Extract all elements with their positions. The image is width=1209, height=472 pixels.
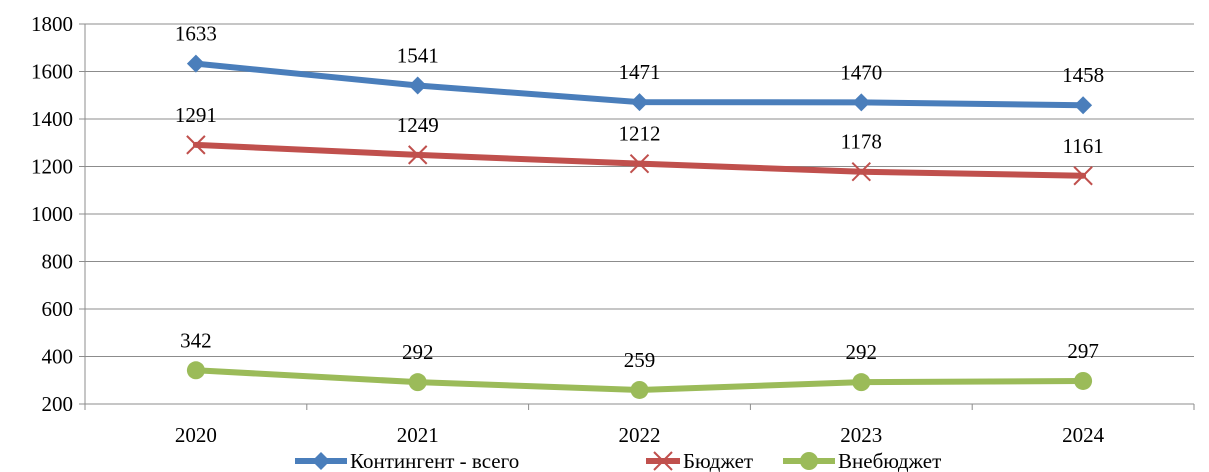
y-tick-label: 1400: [31, 107, 73, 131]
marker-circle: [630, 380, 649, 399]
marker-x-stroke: [629, 153, 650, 174]
y-tick-label: 1800: [31, 12, 73, 36]
series-group: [186, 54, 1093, 399]
data-label: 1633: [175, 22, 217, 46]
marker-x-stroke: [407, 145, 428, 165]
marker-x: [851, 162, 872, 182]
legend-label: Внебюджет: [838, 449, 941, 472]
y-axis-ticks: 200 400 600 800 1000 1200 1400 1600 1800: [31, 12, 73, 416]
data-labels: 1633 1541 1471 1470 1458 1291 1249 1212 1178 1161…: [175, 22, 1104, 372]
axes: [79, 23, 1195, 410]
data-label: 297: [1067, 339, 1099, 363]
marker-x: [1073, 166, 1093, 186]
x-tick-label: 2020: [175, 423, 217, 447]
marker-x-stroke: [1073, 166, 1093, 186]
data-label: 292: [846, 340, 878, 364]
legend: Контингент - всего Бюджет Внебюджет: [295, 449, 941, 472]
data-label: 1458: [1062, 63, 1104, 87]
y-tick-label: 600: [42, 297, 74, 321]
data-label: 1291: [175, 103, 217, 127]
y-tick-label: 800: [42, 250, 74, 274]
legend-item: Контингент - всего: [295, 449, 519, 472]
marker-x: [653, 451, 673, 471]
x-axis-ticks: 2020 2021 2022 2023 2024: [175, 423, 1105, 447]
legend-item: Бюджет: [646, 449, 753, 472]
y-tick-label: 200: [42, 392, 74, 416]
y-tick-label: 1600: [31, 60, 73, 84]
x-tick-label: 2021: [397, 423, 439, 447]
x-tick-label: 2024: [1062, 423, 1105, 447]
marker-x-stroke: [851, 162, 872, 182]
marker-circle: [800, 452, 818, 470]
marker-x: [629, 153, 650, 174]
x-tick-label: 2023: [840, 423, 882, 447]
marker-x: [186, 135, 206, 155]
data-label: 1541: [397, 44, 439, 68]
marker-diamond: [312, 452, 330, 470]
marker-diamond: [408, 76, 427, 95]
marker-diamond: [1074, 96, 1093, 115]
legend-label: Бюджет: [683, 449, 753, 472]
marker-circle: [1074, 371, 1093, 390]
data-label: 259: [624, 348, 656, 372]
data-label: 1470: [840, 60, 882, 84]
x-tick-label: 2022: [619, 423, 661, 447]
data-label: 1471: [619, 60, 661, 84]
legend-label: Контингент - всего: [350, 449, 519, 472]
data-label: 1161: [1062, 134, 1103, 158]
data-label: 342: [180, 328, 212, 352]
marker-diamond: [630, 93, 649, 112]
y-tick-label: 400: [42, 345, 74, 369]
marker-diamond: [852, 93, 871, 112]
marker-circle: [186, 361, 205, 380]
marker-diamond: [186, 54, 205, 73]
y-tick-label: 1200: [31, 155, 73, 179]
marker-circle: [852, 373, 871, 392]
marker-circle: [408, 373, 427, 392]
y-tick-label: 1000: [31, 202, 73, 226]
series-line-1: [192, 141, 1087, 179]
data-label: 1178: [841, 130, 882, 154]
data-label: 1212: [619, 122, 661, 146]
legend-item: Внебюджет: [783, 449, 941, 472]
marker-x-stroke: [186, 135, 206, 155]
data-label: 292: [402, 340, 434, 364]
marker-x-stroke: [653, 451, 673, 471]
data-label: 1249: [397, 113, 439, 137]
marker-x: [407, 145, 428, 165]
